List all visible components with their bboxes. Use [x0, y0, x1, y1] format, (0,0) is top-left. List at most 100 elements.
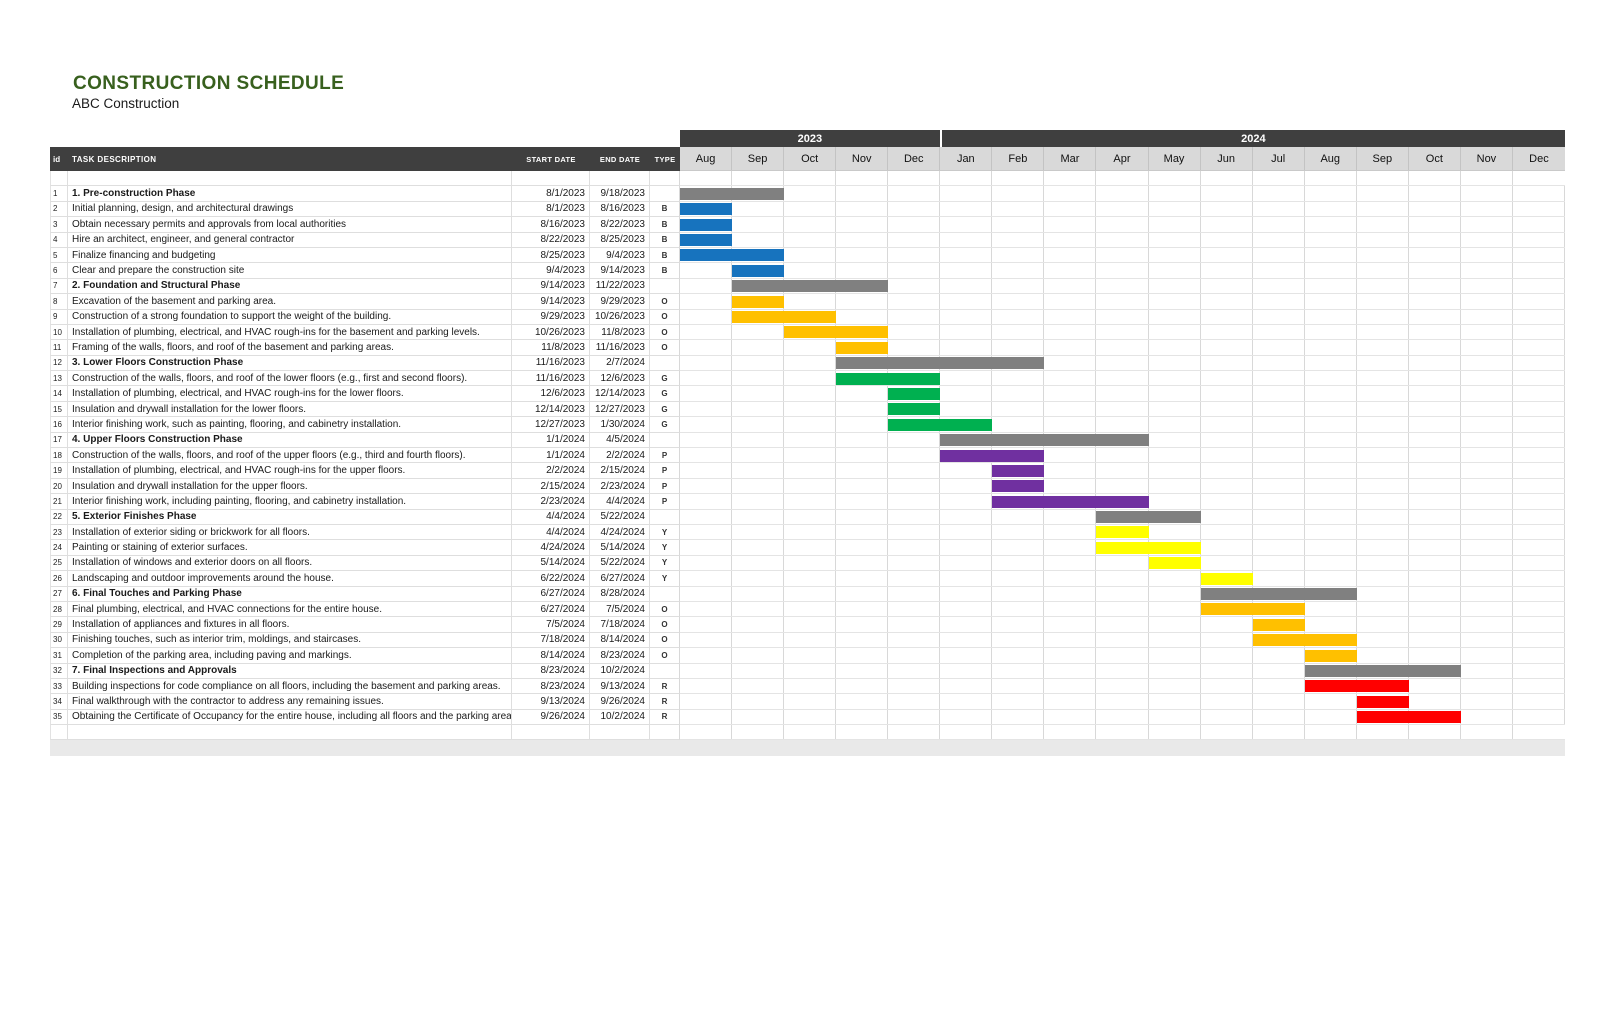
start-date-cell: 5/14/2024: [512, 555, 590, 572]
month-grid-cell: [1201, 386, 1253, 401]
month-grid-cell: [940, 694, 993, 709]
end-date-cell: 1/30/2024: [590, 417, 650, 433]
month-grid-cell: [1201, 171, 1253, 186]
month-grid-cell: [732, 232, 785, 247]
gantt-row: [680, 617, 1565, 633]
end-date-cell: 2/2/2024: [590, 448, 650, 464]
month-grid-cell: [992, 201, 1045, 217]
type-cell: B: [650, 247, 680, 264]
month-grid-cell: [1253, 694, 1305, 709]
month-header-cell: Jul: [1253, 147, 1305, 170]
start-date-cell: 8/25/2023: [512, 247, 590, 264]
month-grid-cell: [1201, 232, 1253, 247]
month-header-cell: Nov: [836, 147, 889, 170]
month-grid-cell: [1357, 340, 1409, 355]
month-grid-cell: [1305, 247, 1357, 263]
month-grid-cell: [784, 648, 837, 663]
month-grid-cell: [992, 601, 1045, 617]
month-grid-cell: [1305, 617, 1357, 632]
month-grid-cell: [1357, 324, 1409, 340]
start-date-cell: 4/4/2024: [512, 524, 590, 541]
gantt-row: [680, 324, 1565, 341]
task-gantt-bar: [888, 387, 941, 400]
task-id-cell: 18: [50, 448, 68, 464]
end-date-cell: 5/22/2024: [590, 509, 650, 525]
task-description-cell: 7. Final Inspections and Approvals: [68, 663, 512, 679]
month-grid-cell: [1305, 709, 1357, 725]
month-grid-cell: [1357, 617, 1409, 632]
month-grid-cell: [1253, 663, 1305, 678]
month-grid-cell: [784, 678, 837, 694]
month-grid-cell: [1357, 555, 1409, 571]
month-grid-cell: [992, 386, 1045, 401]
month-grid-cell: [1044, 263, 1097, 278]
task-id-cell: 20: [50, 478, 68, 495]
month-grid-cell: [1201, 678, 1253, 694]
month-grid-cell: [1201, 494, 1253, 509]
task-id-cell: 32: [50, 663, 68, 679]
task-description-cell: Construction of a strong foundation to s…: [68, 309, 512, 325]
gantt-row: [680, 217, 1565, 233]
month-grid-cell: [940, 263, 993, 278]
month-grid-cell: [680, 571, 733, 586]
month-grid-cell: [732, 432, 785, 448]
month-grid-cell: [836, 648, 889, 663]
month-grid-cell: [1357, 263, 1409, 278]
task-id-cell: 13: [50, 371, 68, 387]
start-date-cell: 9/14/2023: [512, 294, 590, 310]
month-grid-cell: [888, 524, 941, 540]
month-grid-cell: [1513, 386, 1565, 401]
month-grid-cell: [1201, 355, 1253, 371]
month-grid-cell: [1461, 494, 1513, 509]
gantt-row: [680, 201, 1565, 218]
month-grid-cell: [1149, 601, 1201, 617]
gantt-row: [680, 725, 1565, 741]
task-id-cell: 9: [50, 309, 68, 325]
month-grid-cell: [1201, 401, 1253, 417]
type-cell: G: [650, 371, 680, 387]
month-grid-cell: [1149, 355, 1201, 371]
month-grid-cell: [680, 432, 733, 448]
month-grid-cell: [1044, 478, 1097, 494]
month-grid-cell: [1044, 247, 1097, 263]
month-grid-cell: [888, 678, 941, 694]
month-grid-cell: [680, 417, 733, 432]
month-grid-cell: [1409, 617, 1461, 632]
month-grid-cell: [1461, 263, 1513, 278]
month-grid-cell: [1096, 617, 1149, 632]
month-grid-cell: [732, 725, 785, 740]
task-description-cell: Final walkthrough with the contractor to…: [68, 694, 512, 710]
col-header-id: id: [50, 147, 68, 171]
month-grid-cell: [1253, 294, 1305, 309]
start-date-cell: 8/16/2023: [512, 217, 590, 233]
month-grid-cell: [732, 694, 785, 709]
month-grid-cell: [680, 278, 733, 294]
task-description-cell: Obtaining the Certificate of Occupancy f…: [68, 709, 512, 726]
month-grid-cell: [1201, 648, 1253, 663]
table-row: 27 6. Final Touches and Parking Phase 6/27…: [50, 586, 1565, 602]
start-date-cell: 11/8/2023: [512, 340, 590, 356]
month-grid-cell: [940, 617, 993, 632]
month-grid-cell: [888, 601, 941, 617]
month-grid-cell: [940, 648, 993, 663]
month-header-cell: Sep: [732, 147, 785, 170]
month-grid-cell: [1305, 201, 1357, 217]
gantt-row: [680, 571, 1565, 587]
task-id-cell: 4: [50, 232, 68, 248]
month-grid-cell: [1201, 432, 1253, 448]
task-gantt-bar: [732, 295, 785, 308]
table-row: 24 Painting or staining of exterior surfa…: [50, 540, 1565, 556]
month-grid-cell: [1096, 601, 1149, 617]
month-grid-cell: [680, 386, 733, 401]
month-grid-cell: [1149, 463, 1201, 478]
month-grid-cell: [1461, 294, 1513, 309]
task-description-cell: Framing of the walls, floors, and roof o…: [68, 340, 512, 356]
task-description-cell: Hire an architect, engineer, and general…: [68, 232, 512, 248]
month-grid-cell: [1096, 648, 1149, 663]
month-grid-cell: [1201, 555, 1253, 571]
table-row: 26 Landscaping and outdoor improvements a…: [50, 571, 1565, 587]
start-date-cell: 7/5/2024: [512, 617, 590, 633]
gantt-row: [680, 186, 1565, 202]
month-grid-cell: [1513, 217, 1565, 232]
month-grid-cell: [784, 586, 837, 601]
